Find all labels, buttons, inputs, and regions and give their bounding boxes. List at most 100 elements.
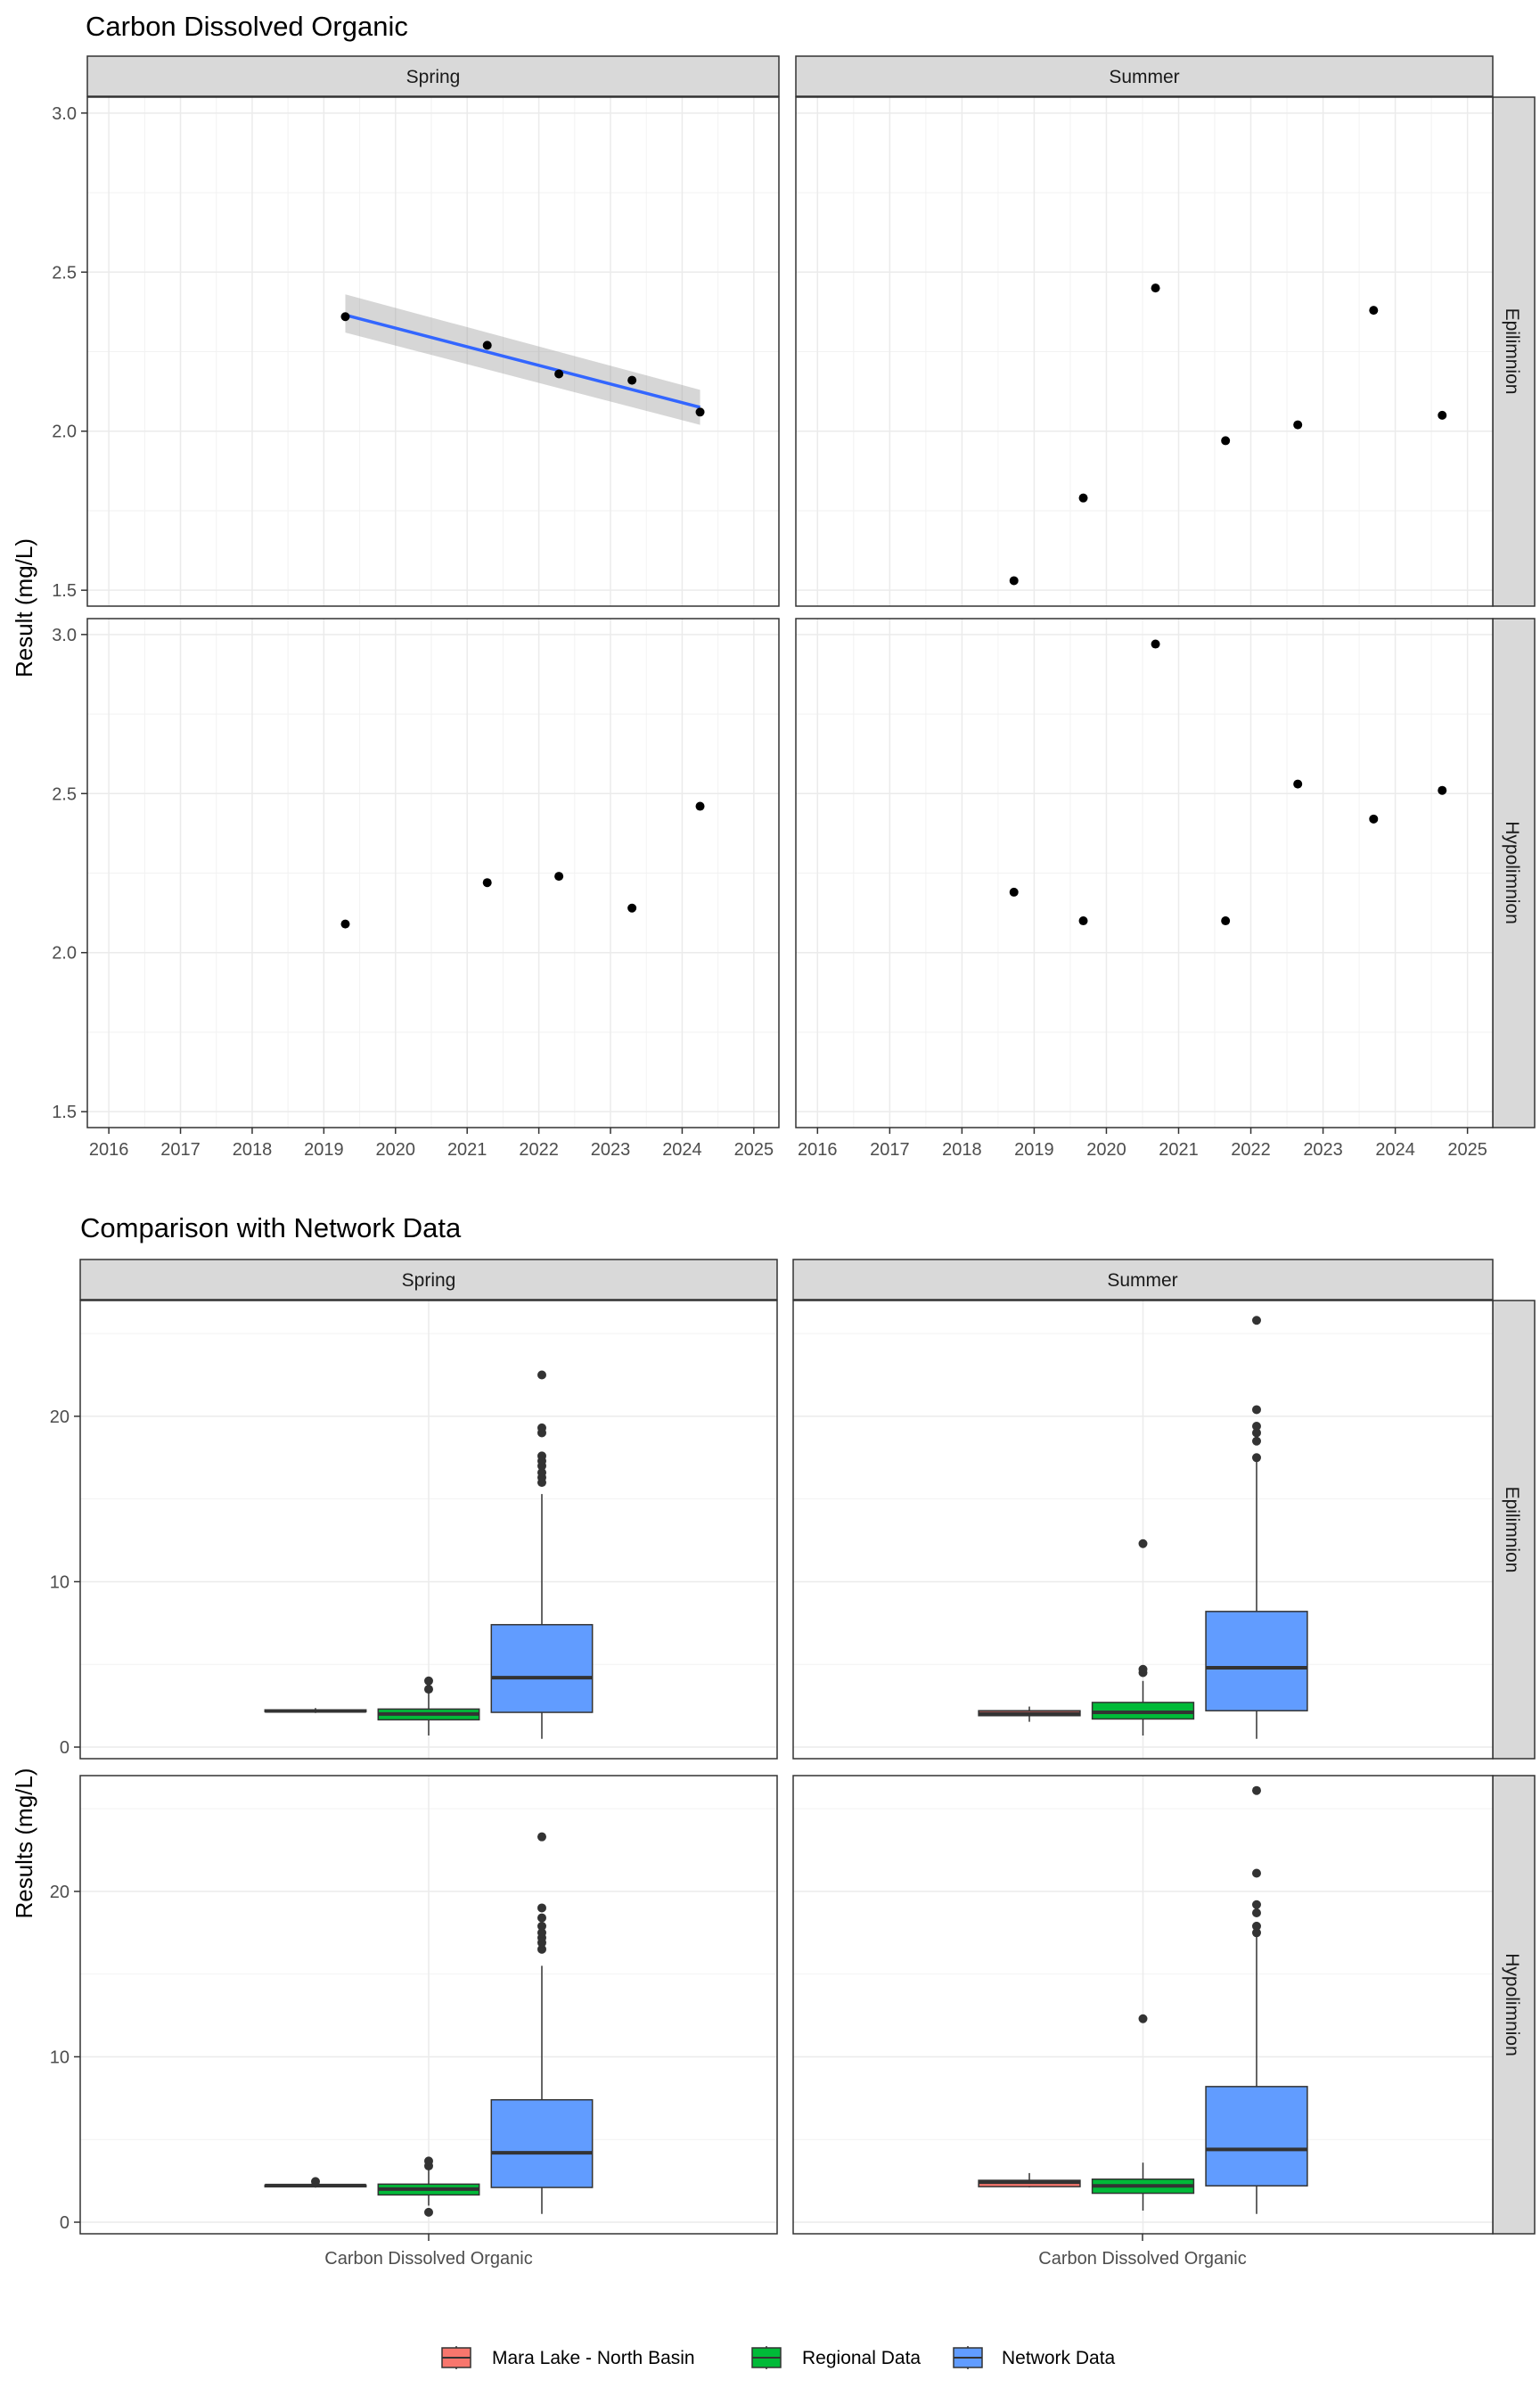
data-point bbox=[1369, 814, 1379, 824]
outlier-point bbox=[537, 1370, 546, 1380]
data-point bbox=[1078, 916, 1088, 926]
data-point bbox=[1438, 410, 1447, 420]
data-point bbox=[1151, 283, 1160, 293]
y-tick-label: 0 bbox=[60, 1738, 70, 1758]
data-point bbox=[1293, 420, 1303, 430]
x-tick-label: 2017 bbox=[160, 1140, 201, 1160]
strip-hypolimnion: Hypolimnion bbox=[1492, 618, 1536, 1128]
outlier-point bbox=[424, 2207, 433, 2217]
y-tick-label: 20 bbox=[50, 1883, 70, 1902]
panel-spring-epilimnion bbox=[86, 96, 780, 607]
x-tick-label: 2021 bbox=[1159, 1140, 1199, 1160]
box-network-data bbox=[1205, 1316, 1308, 1739]
box-regional-data bbox=[1091, 1539, 1195, 1736]
box-strip-label-epilimnion: Epilimnion bbox=[1502, 1487, 1522, 1573]
box-x-tick-label: Carbon Dissolved Organic bbox=[324, 2249, 532, 2269]
y-tick-label: 10 bbox=[50, 2047, 70, 2067]
x-tick-label: 2023 bbox=[1303, 1140, 1343, 1160]
outlier-point bbox=[311, 2177, 321, 2187]
box-mara-lake-north-basin bbox=[264, 2177, 367, 2188]
y-tick-label: 1.5 bbox=[52, 1103, 77, 1122]
x-tick-label: 2022 bbox=[519, 1140, 559, 1160]
box-network-data bbox=[490, 1370, 594, 1739]
box-body bbox=[1205, 1611, 1308, 1711]
box-strip-summer: Summer bbox=[792, 1259, 1494, 1301]
outlier-point bbox=[1251, 1900, 1261, 1909]
outlier-point bbox=[1251, 1405, 1261, 1415]
outlier-point bbox=[424, 1685, 433, 1694]
data-point bbox=[695, 407, 705, 417]
data-point bbox=[482, 878, 492, 888]
outlier-point bbox=[1138, 1664, 1148, 1674]
outlier-point bbox=[1251, 1785, 1261, 1795]
panel-border bbox=[86, 96, 780, 607]
data-point bbox=[340, 312, 350, 322]
panel-summer-epilimnion bbox=[795, 96, 1494, 607]
x-tick-label: 2020 bbox=[1086, 1140, 1126, 1160]
panel-spring-hypolimnion bbox=[86, 618, 780, 1128]
box-mara-lake-north-basin bbox=[264, 1708, 367, 1713]
strip-label-summer: Summer bbox=[1109, 67, 1179, 87]
y-tick-label: 2.5 bbox=[52, 263, 77, 283]
scatter-y-axis-label: Result (mg/L) bbox=[11, 538, 37, 677]
legend: Mara Lake - North Basin Regional Data Ne… bbox=[441, 2346, 1116, 2369]
data-point bbox=[1438, 785, 1447, 795]
panel-border bbox=[86, 618, 780, 1128]
box-facet-chart: Comparison with Network Data Results (mg… bbox=[11, 1212, 1536, 2369]
x-tick-label: 2020 bbox=[376, 1140, 416, 1160]
strip-epilimnion: Epilimnion bbox=[1492, 96, 1536, 607]
box-panel-summer-hypolimnion bbox=[792, 1775, 1494, 2235]
box-x-axis-spring: Carbon Dissolved Organic bbox=[324, 2234, 533, 2269]
box-x-tick-label: Carbon Dissolved Organic bbox=[1038, 2249, 1246, 2269]
outlier-point bbox=[537, 1903, 546, 1913]
box-network-data bbox=[490, 1832, 594, 2214]
box-panel-spring-hypolimnion bbox=[79, 1775, 778, 2235]
y-tick-label: 3.0 bbox=[52, 104, 77, 124]
y-tick-label: 20 bbox=[50, 1407, 70, 1427]
y-tick-label: 10 bbox=[50, 1572, 70, 1592]
strip-spring: Spring bbox=[86, 55, 780, 97]
data-point bbox=[1369, 306, 1379, 316]
outlier-point bbox=[1251, 1453, 1261, 1463]
x-tick-label: 2018 bbox=[233, 1140, 273, 1160]
x-tick-label: 2016 bbox=[798, 1140, 838, 1160]
outlier-point bbox=[1251, 1422, 1261, 1432]
outlier-point bbox=[1138, 1539, 1148, 1548]
box-y-axis-label: Results (mg/L) bbox=[11, 1768, 37, 1918]
box-regional-data bbox=[377, 2156, 480, 2217]
box-strip-spring: Spring bbox=[79, 1259, 778, 1301]
outlier-point bbox=[537, 1913, 546, 1923]
legend-item-network-data: Network Data bbox=[953, 2346, 1116, 2369]
scatter-chart-title: Carbon Dissolved Organic bbox=[86, 11, 408, 42]
outlier-point bbox=[537, 1451, 546, 1461]
box-regional-data bbox=[377, 1676, 480, 1736]
outlier-point bbox=[1251, 1908, 1261, 1918]
box-x-axis-summer: Carbon Dissolved Organic bbox=[1038, 2234, 1247, 2269]
y-tick-label: 0 bbox=[60, 2213, 70, 2233]
box-body bbox=[490, 1623, 594, 1713]
x-tick-label: 2021 bbox=[447, 1140, 487, 1160]
x-tick-label: 2019 bbox=[1014, 1140, 1054, 1160]
box-y-axis-hypolimnion: 0 10 20 bbox=[50, 1883, 80, 2233]
data-point bbox=[482, 341, 492, 350]
box-panel-summer-epilimnion bbox=[792, 1300, 1494, 1760]
legend-item-regional-data: Regional Data bbox=[751, 2346, 921, 2369]
x-tick-label: 2016 bbox=[89, 1140, 129, 1160]
data-point bbox=[340, 919, 350, 929]
x-tick-label: 2017 bbox=[870, 1140, 910, 1160]
legend-label: Mara Lake - North Basin bbox=[492, 2348, 695, 2368]
data-point bbox=[554, 872, 564, 882]
y-axis-epilimnion: 1.5 2.0 2.5 3.0 bbox=[52, 104, 87, 601]
box-mara-lake-north-basin bbox=[978, 2172, 1081, 2188]
panel-border bbox=[795, 96, 1494, 607]
panel-border bbox=[795, 618, 1494, 1128]
data-point bbox=[554, 369, 564, 379]
box-body bbox=[490, 2098, 594, 2188]
panel-border bbox=[79, 1300, 778, 1760]
data-point bbox=[1151, 639, 1160, 649]
legend-label: Regional Data bbox=[802, 2348, 921, 2368]
strip-label-epilimnion: Epilimnion bbox=[1502, 308, 1522, 395]
outlier-point bbox=[1251, 1436, 1261, 1446]
data-point bbox=[1293, 779, 1303, 789]
outlier-point bbox=[537, 1467, 546, 1477]
